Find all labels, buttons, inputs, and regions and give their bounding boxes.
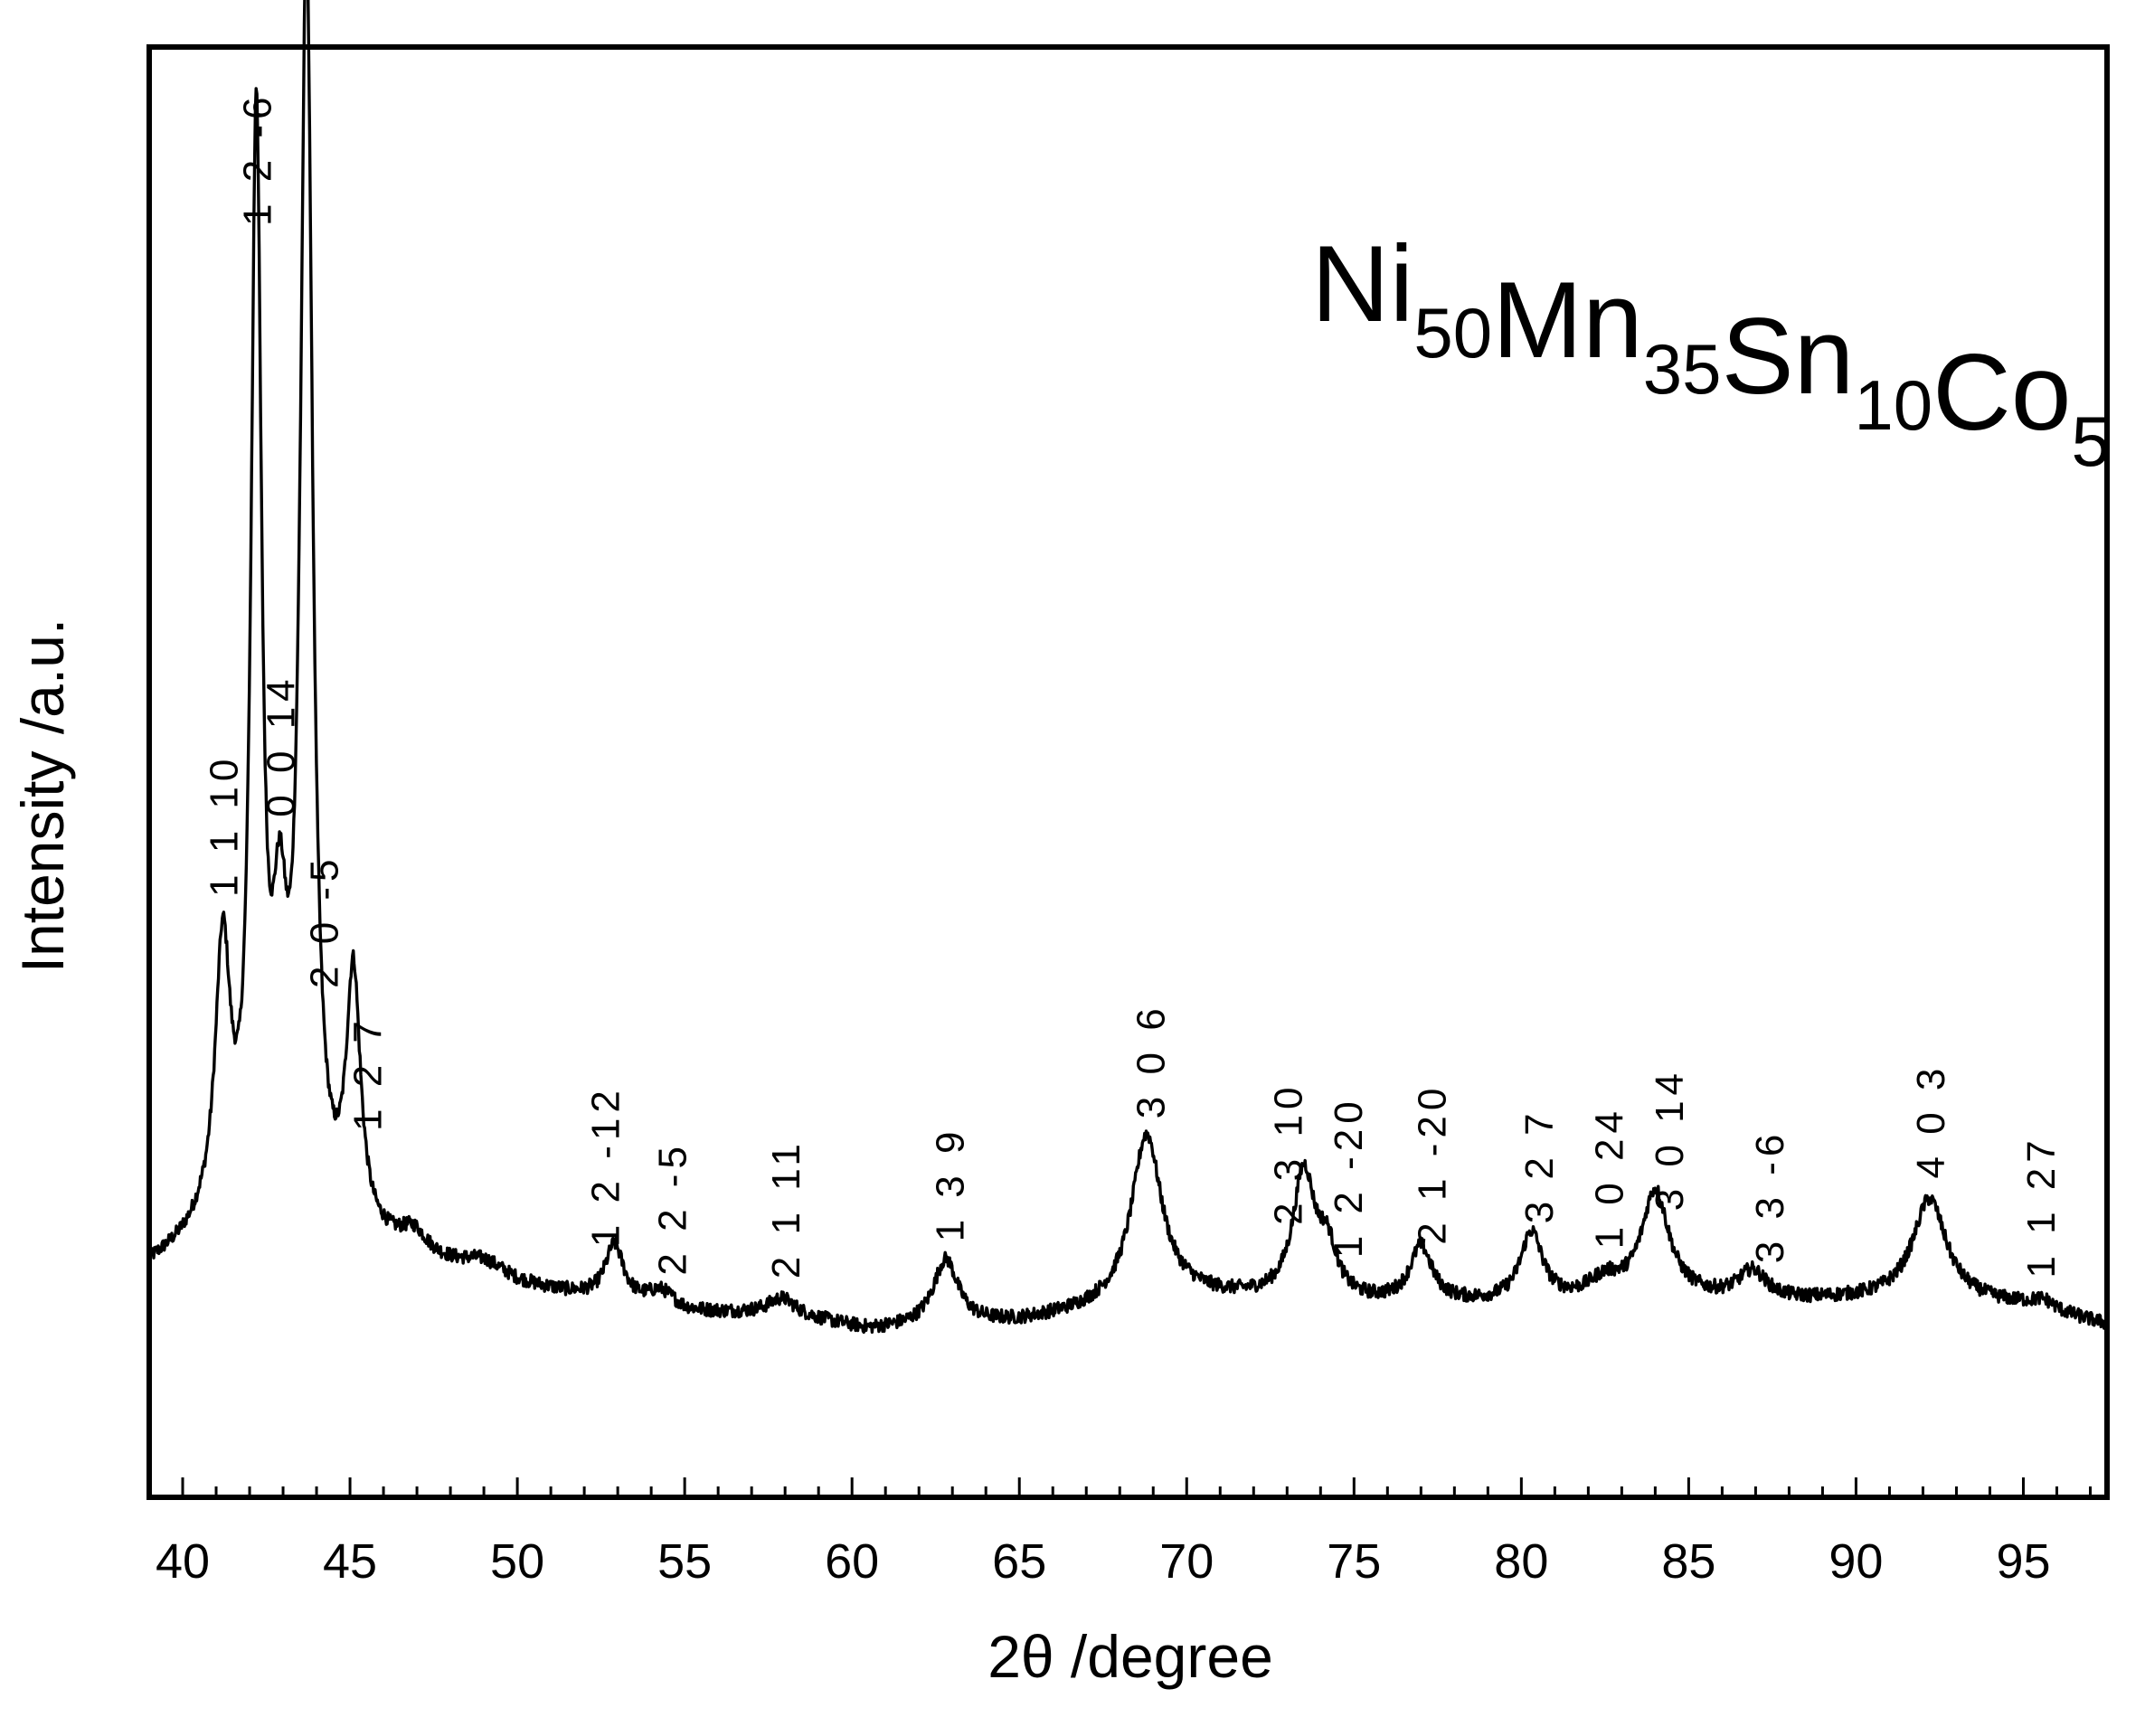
peak-index-label: 1 2 7: [346, 1015, 391, 1131]
composition-subscript: 10: [1854, 365, 1932, 445]
peak-index-label: 1 2 -20: [1327, 1096, 1371, 1258]
composition-label: Ni50Mn35Sn10Co5: [1311, 223, 2111, 481]
peak-index-label: 3 3 -6: [1748, 1129, 1792, 1264]
peak-index-labels: 1 1 101 2 -60 0 142 0 -51 2 71 2 -12 2 2 …: [202, 91, 2064, 1278]
peak-index-label: 1 2 -6: [235, 91, 279, 226]
composition-element: Sn: [1722, 296, 1855, 417]
x-tick-label: 85: [1661, 1534, 1715, 1589]
peak-index-label: 1 1 27: [2019, 1135, 2064, 1278]
xrd-pattern-line: [147, 0, 2109, 1335]
peak-index-label: 3 0 14: [1648, 1068, 1692, 1211]
composition-subscript: 50: [1413, 293, 1492, 373]
x-axis-ticks: [181, 1477, 2092, 1497]
x-tick-label: 95: [1996, 1534, 2050, 1589]
x-tick-label: 40: [156, 1534, 210, 1589]
x-tick-label: 45: [323, 1534, 377, 1589]
peak-index-label: 3 0 6: [1129, 1003, 1174, 1118]
x-tick-label: 90: [1828, 1534, 1883, 1589]
x-tick-label: 60: [825, 1534, 879, 1589]
peak-index-label: 2 2 -5: [650, 1141, 695, 1276]
plot-frame: [146, 44, 2110, 1500]
x-tick-label: 65: [992, 1534, 1046, 1589]
peak-index-label: 4 0 3: [1909, 1063, 1953, 1179]
x-tick-label: 55: [657, 1534, 712, 1589]
x-tick-label: 75: [1327, 1534, 1381, 1589]
peak-index-label: 1 2 -12: [583, 1085, 628, 1247]
composition-element: Mn: [1492, 259, 1643, 381]
composition-element: Co: [1932, 332, 2071, 453]
composition-subscript: 5: [2072, 401, 2111, 481]
peak-index-label: 0 0 14: [259, 674, 303, 816]
x-tick-label: 50: [490, 1534, 544, 1589]
peak-index-label: 1 1 10: [202, 754, 246, 897]
x-tick-label: 80: [1494, 1534, 1548, 1589]
x-tick-label: 70: [1159, 1534, 1214, 1589]
y-axis-title: Intensity /a.u.: [9, 618, 76, 974]
x-axis-tick-labels: 40 45 50 55 60 65 70 75 80 85 90 95: [156, 1534, 2051, 1589]
peak-index-label: 2 1 -20: [1410, 1083, 1454, 1245]
peak-index-label: 2 3 10: [1266, 1082, 1310, 1225]
x-axis-title: 2θ /degree: [987, 1623, 1273, 1690]
peak-index-label: 1 3 9: [929, 1127, 973, 1242]
peak-index-label: 3 2 7: [1517, 1108, 1562, 1223]
peak-index-label: 2 0 -5: [302, 854, 346, 988]
composition-element: Ni: [1311, 223, 1413, 344]
peak-index-label: 2 1 11: [764, 1138, 808, 1278]
peak-index-label: 1 0 24: [1588, 1106, 1632, 1249]
composition-subscript: 35: [1643, 329, 1722, 409]
